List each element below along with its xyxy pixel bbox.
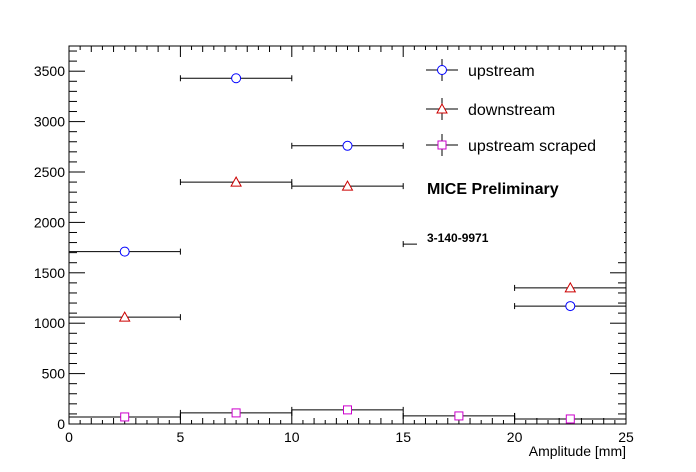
- legend: upstream downstream upstream scraped: [417, 50, 624, 262]
- x-tick-label: 20: [507, 429, 523, 445]
- data-point-square: [120, 412, 130, 422]
- legend-marker: [437, 140, 447, 150]
- y-tick-label: 3500: [34, 63, 65, 79]
- data-point-triangle: [230, 176, 242, 187]
- run-id-label: 3-140-9971: [427, 231, 489, 245]
- y-tick-label: 3000: [34, 114, 65, 130]
- legend-item-downstream: downstream: [426, 98, 555, 120]
- y-tick-label: 500: [42, 366, 66, 382]
- x-tick-label: 15: [395, 429, 411, 445]
- data-point-circle: [342, 140, 353, 151]
- series-upstream: [68, 73, 627, 312]
- x-tick-label: 5: [177, 429, 185, 445]
- legend-marker: [437, 65, 447, 75]
- data-point-square: [231, 408, 241, 418]
- x-tick-label: 10: [284, 429, 300, 445]
- y-tick-label: 0: [57, 416, 65, 432]
- preliminary-label: MICE Preliminary: [427, 181, 559, 198]
- legend-marker: [436, 102, 448, 114]
- y-tick-label: 2000: [34, 214, 65, 230]
- x-axis-title: Amplitude [mm]: [529, 443, 626, 459]
- legend-label: downstream: [468, 102, 555, 119]
- y-tick-label: 1500: [34, 265, 65, 281]
- data-point-triangle: [118, 311, 131, 322]
- data-point-square: [565, 414, 575, 424]
- data-point-triangle: [341, 180, 354, 191]
- data-series-group: [68, 73, 627, 424]
- data-point-circle: [119, 246, 130, 257]
- x-tick-label: 25: [618, 429, 634, 445]
- data-point-square: [454, 411, 464, 421]
- axis-ticks-group: 0 5 10 15 20 25 0 500 1000 1500 2000 2500 3000 3500: [34, 46, 634, 445]
- legend-item-upstream-scraped: upstream scraped: [426, 134, 596, 156]
- data-point-circle: [565, 301, 576, 312]
- legend-label: upstream: [468, 63, 535, 80]
- y-tick-label: 2500: [34, 164, 65, 180]
- data-point-triangle: [564, 281, 577, 293]
- legend-box: [417, 50, 624, 262]
- legend-label: upstream scraped: [468, 138, 596, 155]
- data-point-circle: [231, 73, 242, 84]
- data-point-square: [343, 405, 352, 415]
- x-tick-label: 0: [65, 429, 73, 445]
- series-upstream-scraped: [68, 405, 627, 424]
- y-tick-label: 1000: [34, 315, 65, 331]
- legend-item-upstream: upstream: [426, 59, 535, 81]
